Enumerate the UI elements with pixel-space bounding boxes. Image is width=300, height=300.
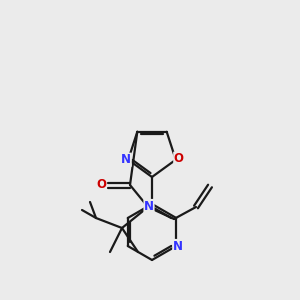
- Text: N: N: [173, 239, 183, 253]
- Text: O: O: [96, 178, 106, 191]
- Text: N: N: [121, 153, 131, 166]
- Text: N: N: [144, 200, 154, 212]
- Text: O: O: [174, 152, 184, 165]
